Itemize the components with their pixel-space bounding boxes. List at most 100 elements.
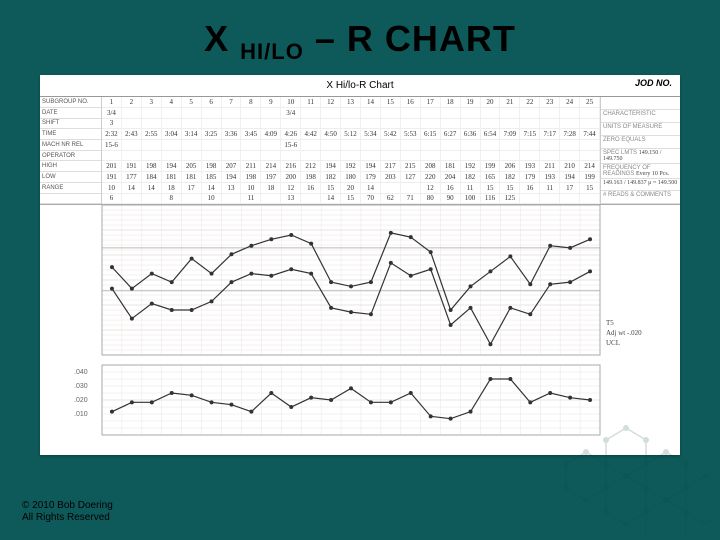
table-row: 6810111314157062718090100116125 [102,194,600,205]
table-cell: 22 [520,97,540,107]
table-cell: 203 [381,172,401,182]
table-cell [441,140,461,150]
table-cell [261,108,281,118]
table-cell [540,119,560,129]
svg-text:.040: .040 [74,369,88,376]
table-cell [162,108,182,118]
table-cell [560,151,580,161]
table-cell: 14 [361,97,381,107]
data-grid: 1234567891011121314151617181920212223242… [102,97,600,204]
table-cell [222,140,242,150]
table-cell [162,140,182,150]
copyright: © 2010 Bob Doering All Rights Reserved [22,500,113,524]
right-label: ZERO EQUALS [601,136,680,149]
right-label: CHARACTERISTIC [601,110,680,123]
row-label: SHIFT [40,119,101,130]
job-no-label: JOD NO. [635,78,672,88]
table-cell [241,151,261,161]
table-cell [560,119,580,129]
table-cell [381,119,401,129]
table-cell: 217 [381,161,401,171]
table-cell [122,140,142,150]
table-cell: 193 [540,172,560,182]
table-cell: 194 [321,161,341,171]
table-cell: 212 [301,161,321,171]
table-cell: 16 [301,183,321,193]
row-label: TIME [40,129,101,140]
table-cell [321,151,341,161]
table-cell [401,151,421,161]
table-cell [261,119,281,129]
table-cell: 20 [341,183,361,193]
table-cell: 14 [202,183,222,193]
table-row: 3 [102,119,600,130]
table-cell [182,194,202,204]
chart-inner-title: X Hi/lo-R Chart [326,80,393,91]
table-cell: 7:17 [540,129,560,139]
plot-region: .010.020.030.040T5Adj wt -.020UCL [40,205,680,445]
table-cell [321,108,341,118]
table-cell: 194 [560,172,580,182]
table-cell: 3:45 [241,129,261,139]
copyright-line1: © 2010 Bob Doering [22,500,113,512]
table-cell [401,119,421,129]
table-cell: 200 [281,172,301,182]
table-cell: 15 [500,183,520,193]
table-cell [500,108,520,118]
form-region: SUBGROUP NO.DATESHIFTTIMEMACH NR RELOPER… [40,97,680,205]
table-cell: 11 [540,183,560,193]
table-cell: 185 [202,172,222,182]
table-cell: 16 [401,97,421,107]
table-cell [281,119,301,129]
table-cell: 7:15 [520,129,540,139]
table-cell [222,151,242,161]
table-cell: 14 [122,183,142,193]
control-chart-svg: .010.020.030.040T5Adj wt -.020UCL [40,205,680,445]
table-cell [202,140,222,150]
right-label [601,97,680,110]
table-cell [142,119,162,129]
table-cell [222,108,242,118]
title-sub: HI/LO [240,39,304,64]
table-cell: 7:09 [500,129,520,139]
table-cell: 6 [202,97,222,107]
table-cell [261,140,281,150]
table-cell: 90 [441,194,461,204]
table-cell: 71 [401,194,421,204]
table-cell [580,140,600,150]
table-cell: 5:42 [381,129,401,139]
table-cell: 4:09 [261,129,281,139]
table-cell [461,108,481,118]
table-cell: 214 [261,161,281,171]
table-cell: 16 [520,183,540,193]
table-cell [520,151,540,161]
table-cell [182,119,202,129]
table-cell [580,119,600,129]
table-cell: 182 [461,172,481,182]
table-cell: 14 [142,183,162,193]
table-cell [162,119,182,129]
table-row [102,151,600,162]
table-cell: 24 [560,97,580,107]
table-cell: 11 [301,97,321,107]
table-cell: 197 [261,172,281,182]
chart-header: X Hi/lo-R Chart JOD NO. [40,75,680,97]
table-cell [500,140,520,150]
table-cell [500,151,520,161]
table-cell: 6 [102,194,122,204]
table-cell [261,194,281,204]
table-cell: 2:55 [142,129,162,139]
table-cell: 3/4 [102,108,122,118]
table-cell: 206 [500,161,520,171]
table-cell [540,140,560,150]
table-cell: 6:36 [461,129,481,139]
right-label: SPEC LMTS 149.150 / 149.750 [601,149,680,164]
table-cell: 15-6 [281,140,301,150]
table-cell: 9 [261,97,281,107]
control-chart-scan: X Hi/lo-R Chart JOD NO. SUBGROUP NO.DATE… [40,75,680,455]
table-cell [301,151,321,161]
table-cell [461,151,481,161]
table-cell: 19 [461,97,481,107]
right-label: UNITS OF MEASURE [601,123,680,136]
table-cell: 191 [102,172,122,182]
